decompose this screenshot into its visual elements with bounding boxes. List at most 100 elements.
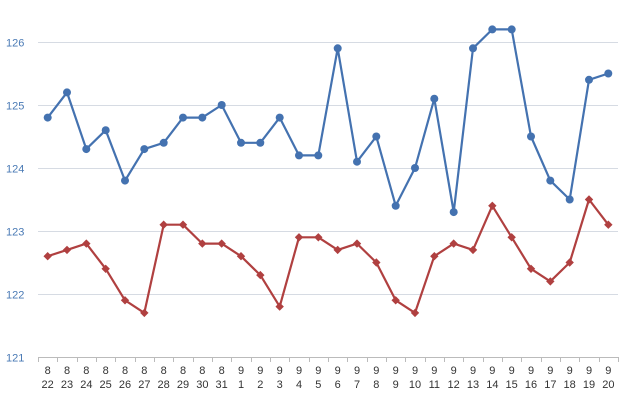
data-point: [469, 44, 477, 53]
x-axis: 8228238248258268278288298308319192939495…: [38, 357, 619, 391]
data-point: [546, 277, 555, 286]
data-point: [585, 75, 593, 84]
x-tick-label: 27: [138, 379, 150, 391]
x-tick-label: 28: [158, 379, 170, 391]
data-point: [237, 138, 245, 147]
data-point: [391, 201, 400, 210]
data-point: [275, 302, 284, 311]
data-point: [275, 113, 284, 122]
data-point: [372, 258, 381, 267]
y-axis: 121 122 123 124 125 126: [6, 38, 24, 365]
data-point: [333, 44, 342, 53]
x-tick-label: 31: [216, 379, 228, 391]
x-tick-label: 9: [393, 379, 399, 391]
x-tick-label: 9: [354, 365, 360, 377]
data-point: [159, 138, 168, 147]
x-tick-label: 1: [238, 379, 244, 391]
x-tick-label: 9: [335, 365, 341, 377]
data-point: [468, 245, 478, 255]
data-point: [236, 252, 246, 261]
x-tick-label: 11: [429, 379, 440, 391]
data-point: [391, 296, 400, 305]
x-tick-label: 9: [412, 365, 418, 377]
x-tick-label: 12: [448, 379, 460, 391]
data-point: [179, 113, 187, 122]
data-point: [43, 252, 52, 261]
x-tick-label: 17: [544, 379, 556, 391]
data-point: [411, 164, 419, 172]
data-point: [140, 145, 149, 154]
x-tick-label: 3: [277, 379, 283, 391]
data-point: [159, 220, 168, 229]
data-point: [101, 264, 110, 273]
series-line: [46, 28, 609, 214]
x-tick-label: 9: [528, 365, 534, 377]
x-tick-label: 30: [196, 379, 208, 391]
x-tick-label: 13: [467, 379, 479, 391]
x-tick-label: 4: [296, 379, 302, 391]
data-point: [121, 176, 129, 185]
x-tick-label: 8: [180, 365, 186, 377]
data-point: [294, 233, 304, 242]
x-tick-label: 14: [486, 379, 498, 391]
data-point: [217, 101, 226, 109]
x-tick-label: 9: [431, 365, 437, 377]
data-point: [526, 264, 536, 273]
x-tick-label: 8: [141, 365, 147, 377]
series-group: [43, 25, 613, 318]
x-tick-label: 5: [315, 379, 321, 391]
y-tick-label: 121: [6, 353, 24, 365]
x-tick-label: 19: [583, 379, 595, 391]
data-point: [430, 94, 439, 103]
x-tick-label: 9: [567, 365, 573, 377]
x-tick-label: 7: [354, 379, 360, 391]
x-tick-label: 8: [199, 365, 205, 377]
x-tick-label: 9: [586, 365, 592, 377]
data-point: [410, 308, 420, 318]
x-tick-label: 9: [257, 365, 263, 377]
data-point: [372, 132, 381, 141]
data-point: [352, 239, 362, 248]
y-tick-label: 125: [6, 101, 24, 113]
data-point: [507, 25, 516, 34]
x-tick-label: 25: [100, 379, 112, 391]
x-tick-label: 2: [257, 379, 263, 391]
data-point: [584, 195, 594, 204]
data-point: [217, 239, 226, 248]
data-point: [101, 126, 110, 135]
data-point: [333, 245, 342, 255]
y-tick-label: 122: [6, 290, 24, 302]
x-tick-label: 18: [564, 379, 576, 391]
x-tick-label: 9: [489, 365, 495, 377]
series-1: [43, 25, 613, 217]
x-tick-label: 15: [506, 379, 518, 391]
data-point: [353, 157, 361, 166]
series-2: [43, 195, 613, 318]
data-point: [198, 113, 207, 122]
x-tick-label: 9: [605, 365, 611, 377]
data-point: [295, 151, 303, 160]
data-point: [507, 233, 516, 242]
x-tick-label: 20: [602, 379, 614, 391]
data-point: [256, 270, 265, 280]
x-tick-label: 9: [509, 365, 515, 377]
x-tick-label: 9: [393, 365, 399, 377]
x-tick-label: 29: [177, 379, 189, 391]
x-tick-label: 9: [277, 365, 283, 377]
x-tick-label: 8: [219, 365, 225, 377]
data-point: [256, 138, 265, 147]
data-point: [120, 296, 130, 305]
x-tick-label: 9: [470, 365, 476, 377]
x-tick-label: 23: [61, 379, 73, 391]
data-point: [488, 201, 497, 210]
x-tick-label: 9: [296, 365, 302, 377]
data-point: [430, 252, 439, 261]
x-tick-label: 16: [525, 379, 537, 391]
x-tick-label: 9: [315, 365, 321, 377]
data-point: [314, 233, 323, 242]
x-tick-label: 9: [238, 365, 244, 377]
data-point: [546, 176, 555, 185]
x-tick-label: 9: [547, 365, 553, 377]
data-point: [63, 88, 71, 97]
